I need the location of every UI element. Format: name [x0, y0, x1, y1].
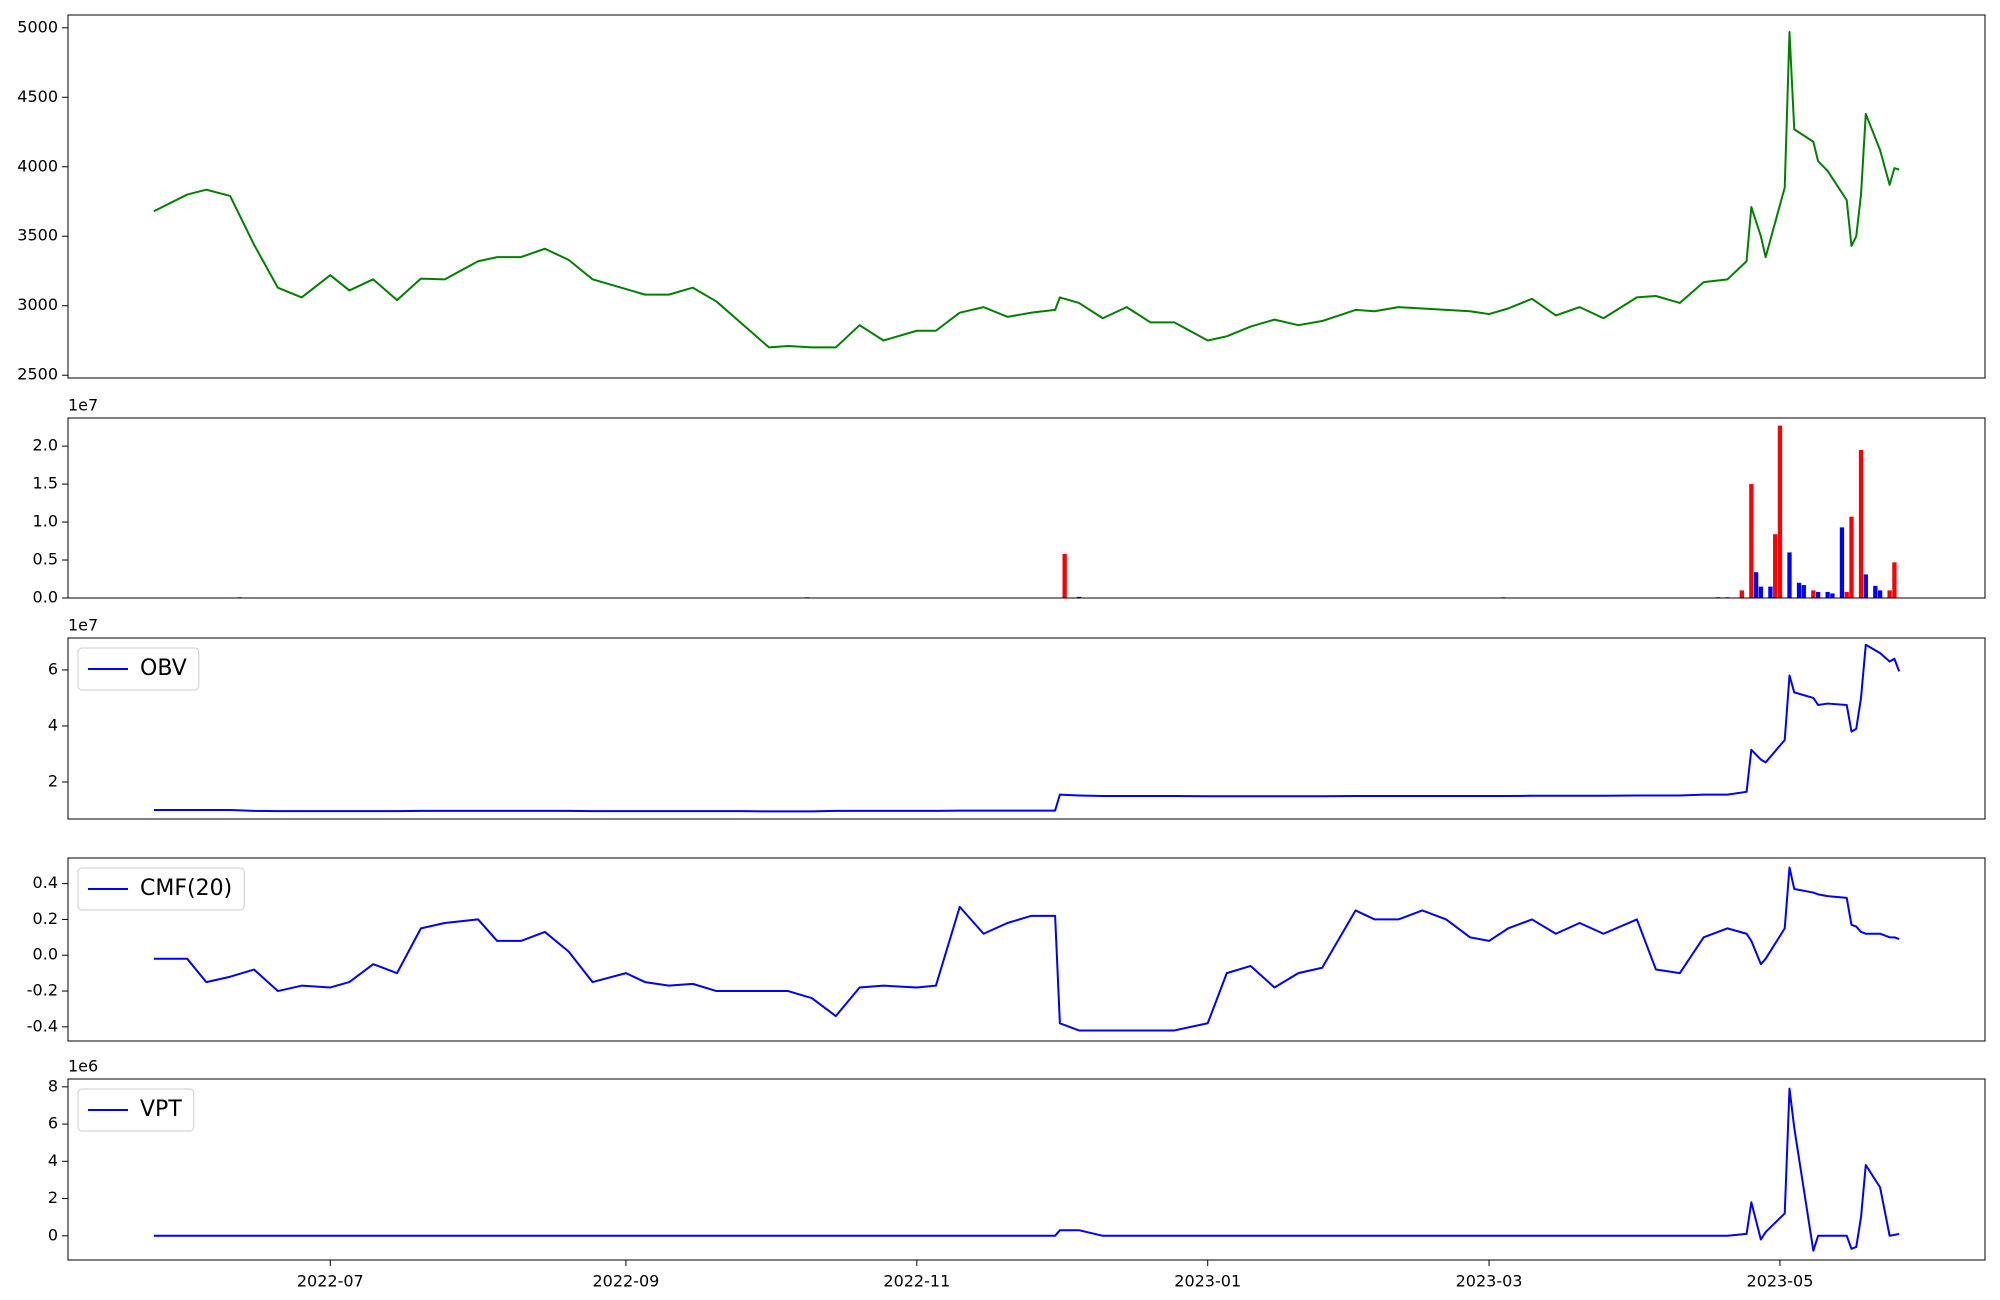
- bar: [1753, 572, 1759, 598]
- bar: [1811, 590, 1816, 598]
- y-tick-label: 5000: [17, 17, 58, 36]
- legend-label: CMF(20): [140, 876, 232, 901]
- legend-frame: [77, 647, 200, 691]
- y-tick-label: 4: [48, 715, 58, 734]
- panel-frame: [67, 14, 1986, 379]
- x-tick-label: 2023-01: [1174, 1272, 1241, 1291]
- y-tick-label: 0.5: [33, 550, 58, 569]
- bar: [1873, 585, 1878, 598]
- x-tick-label: 2023-05: [1747, 1272, 1814, 1291]
- bar: [1830, 593, 1835, 598]
- panel: 0.0 0.5 1.0 1.5 2.0 1e7: [33, 396, 1986, 607]
- legend-label: VPT: [140, 1097, 182, 1122]
- y-tick-label: 2.0: [33, 436, 58, 455]
- bar: [1076, 596, 1082, 598]
- bar: [1863, 574, 1868, 598]
- x-tick-label: 2022-11: [883, 1272, 950, 1291]
- y-tick-label: 2: [48, 1188, 58, 1207]
- y-tick-label: 1.5: [33, 474, 58, 493]
- y-tick-label: 1.0: [33, 512, 58, 531]
- y-tick-label: 0.4: [33, 873, 58, 892]
- legend-frame: [77, 867, 245, 911]
- legend: CMF(20): [77, 867, 245, 911]
- bar: [1777, 425, 1783, 598]
- y-tick-label: 2: [48, 772, 58, 791]
- bar: [1739, 590, 1744, 598]
- y-tick-label: 0.0: [33, 588, 58, 607]
- bar: [1787, 552, 1792, 598]
- panel-frame: [67, 417, 1986, 599]
- panel-frame: [67, 857, 1986, 1042]
- y-tick-label: 4000: [17, 156, 58, 175]
- bar: [1887, 590, 1892, 598]
- panel: 2 4 6 1e7 OBV: [48, 616, 1986, 820]
- y-tick-label: 0.2: [33, 909, 58, 928]
- line: [153, 1087, 1900, 1252]
- bar: [1815, 591, 1821, 598]
- panel: 0 2 4 6 8 1e6 VPT 2022-07 2022-09 2022-11 2023-01 2…: [48, 1057, 1986, 1291]
- bar: [1849, 516, 1854, 598]
- axis-offset-label: 1e7: [68, 396, 98, 415]
- y-tick-label: 3000: [17, 295, 58, 314]
- bar: [1892, 562, 1897, 598]
- y-tick-label: 8: [48, 1076, 58, 1095]
- bar: [1768, 586, 1773, 598]
- axis-offset-label: 1e6: [68, 1057, 98, 1076]
- y-tick-label: 6: [48, 1114, 58, 1133]
- panel-frame: [67, 637, 1986, 820]
- y-tick-label: 3500: [17, 226, 58, 245]
- axis-offset-label: 1e7: [68, 616, 98, 635]
- y-tick-label: -0.4: [27, 1016, 58, 1035]
- y-tick-label: 0: [48, 1225, 58, 1244]
- bar: [1773, 534, 1778, 598]
- x-tick-label: 2022-07: [297, 1272, 364, 1291]
- legend-label: OBV: [140, 656, 187, 681]
- y-tick-label: -0.2: [27, 981, 58, 1000]
- y-tick-label: 6: [48, 659, 58, 678]
- y-tick-label: 4500: [17, 87, 58, 106]
- bar: [1825, 591, 1830, 598]
- bar: [1858, 449, 1864, 598]
- line: [153, 866, 1900, 1032]
- bar: [1844, 591, 1849, 598]
- legend: VPT: [77, 1088, 195, 1132]
- y-tick-label: 0.0: [33, 945, 58, 964]
- line: [153, 30, 1900, 349]
- bar: [1749, 484, 1754, 598]
- panel: 2500 3000 3500 4000 4500 5000: [17, 14, 1986, 384]
- x-tick-label: 2023-03: [1456, 1272, 1523, 1291]
- bar: [1062, 553, 1067, 598]
- x-tick-label: 2022-09: [593, 1272, 660, 1291]
- line: [153, 643, 1901, 813]
- legend-frame: [77, 1088, 195, 1132]
- bar: [1758, 586, 1764, 598]
- bar: [1877, 590, 1883, 598]
- bar: [1839, 527, 1845, 598]
- bar: [1796, 582, 1802, 598]
- panel-frame: [67, 1078, 1986, 1261]
- panel: -0.4 -0.2 0.0 0.2 0.4 CMF(20): [27, 857, 1986, 1042]
- bar: [1801, 585, 1806, 598]
- y-tick-label: 4: [48, 1151, 58, 1170]
- legend: OBV: [77, 647, 200, 691]
- y-tick-label: 2500: [17, 365, 58, 384]
